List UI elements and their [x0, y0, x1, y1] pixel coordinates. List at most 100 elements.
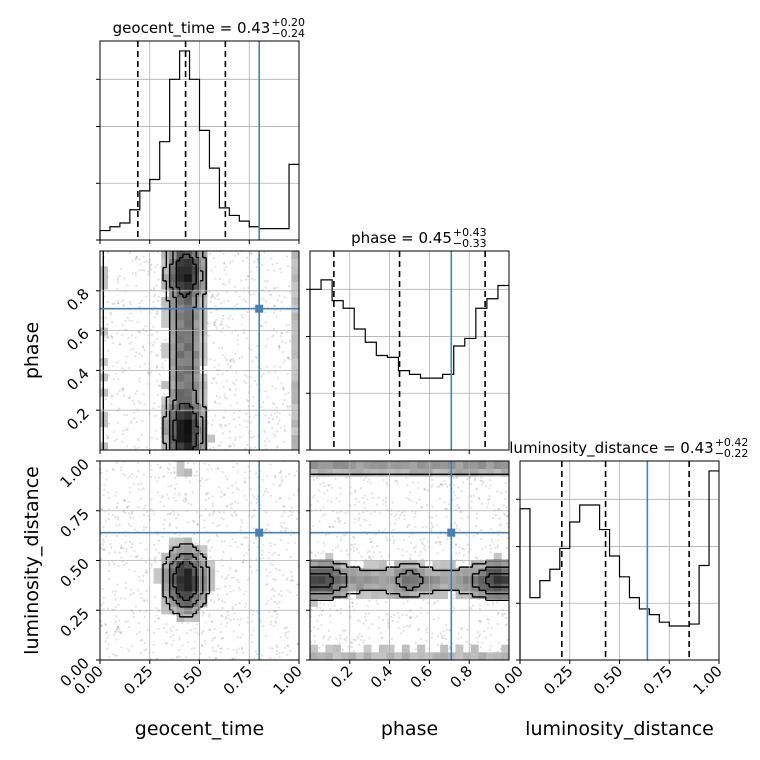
- sample-point: [261, 549, 264, 552]
- sample-point: [264, 280, 267, 283]
- sample-point: [438, 485, 441, 488]
- sample-point: [135, 555, 138, 559]
- sample-point: [275, 602, 279, 605]
- sample-point: [221, 600, 224, 603]
- sample-point: [375, 600, 378, 603]
- sample-point: [291, 575, 294, 578]
- sample-point: [379, 632, 383, 635]
- sample-point: [271, 263, 274, 266]
- sample-point: [193, 474, 196, 477]
- density-cell: [176, 404, 185, 413]
- density-cell: [168, 373, 177, 382]
- sample-point: [225, 273, 228, 276]
- sample-point: [153, 402, 156, 405]
- sample-point: [175, 517, 178, 520]
- sample-point: [105, 636, 109, 640]
- sample-point: [362, 518, 366, 521]
- x-tick-label: 1.00: [689, 662, 725, 698]
- sample-point: [245, 536, 249, 539]
- sample-point: [351, 544, 354, 547]
- sample-point: [369, 558, 372, 561]
- sample-point: [423, 547, 426, 550]
- sample-point: [356, 603, 359, 606]
- sample-point: [136, 554, 139, 557]
- sample-point: [172, 496, 175, 500]
- sample-point: [421, 526, 424, 529]
- sample-point: [273, 269, 276, 272]
- sample-point: [418, 554, 421, 557]
- sample-point: [246, 399, 249, 402]
- sample-point: [220, 346, 223, 349]
- sample-point: [487, 618, 490, 621]
- sample-point: [368, 637, 371, 640]
- sample-point: [279, 366, 282, 369]
- density-cell: [317, 568, 326, 577]
- sample-point: [229, 359, 232, 362]
- sample-point: [323, 484, 326, 488]
- sample-point: [250, 436, 253, 439]
- sample-point: [506, 536, 510, 540]
- sample-point: [250, 633, 253, 636]
- sample-point: [245, 256, 249, 260]
- sample-point: [418, 627, 421, 630]
- sample-point: [121, 440, 124, 443]
- sample-point: [154, 429, 157, 432]
- sample-point: [104, 632, 108, 635]
- sample-point: [223, 424, 226, 427]
- sample-point: [209, 629, 212, 632]
- density-cell: [440, 468, 449, 477]
- density-cell: [161, 598, 170, 607]
- sample-point: [256, 344, 259, 347]
- sample-point: [228, 387, 231, 391]
- sample-point: [444, 623, 447, 626]
- sample-point: [342, 629, 345, 632]
- sample-point: [271, 402, 274, 405]
- sample-point: [124, 620, 127, 623]
- sample-point: [504, 482, 507, 485]
- density-cell: [291, 396, 300, 405]
- sample-point: [107, 518, 110, 521]
- truth-marker: [255, 528, 264, 537]
- density-cell: [463, 591, 472, 600]
- sample-point: [393, 515, 397, 518]
- sample-point: [129, 312, 132, 315]
- sample-point: [486, 617, 489, 621]
- sample-point: [131, 510, 134, 513]
- sample-point: [326, 499, 329, 502]
- sample-point: [124, 582, 127, 585]
- density-cell: [291, 273, 300, 282]
- sample-point: [419, 550, 422, 553]
- sample-point: [173, 493, 176, 496]
- sample-point: [102, 525, 105, 529]
- sample-point: [279, 470, 282, 474]
- sample-point: [213, 323, 216, 326]
- sample-point: [281, 651, 284, 654]
- density-cell: [310, 568, 318, 577]
- density-cell: [401, 591, 410, 600]
- sample-point: [295, 594, 298, 597]
- sample-point: [339, 538, 343, 542]
- density-cell: [161, 568, 170, 577]
- sample-point: [430, 516, 434, 519]
- sample-point: [484, 485, 488, 488]
- sample-point: [414, 641, 417, 645]
- x-axis-label-luminosity_distance: luminosity_distance: [525, 718, 714, 740]
- sample-point: [221, 636, 224, 640]
- sample-point: [274, 387, 277, 390]
- sample-point: [214, 265, 217, 268]
- hist-frame-phase: [309, 250, 510, 451]
- sample-point: [168, 463, 171, 466]
- sample-point: [125, 586, 128, 590]
- sample-point: [152, 325, 155, 328]
- sample-point: [269, 293, 272, 296]
- sample-point: [221, 564, 224, 567]
- density-cell: [348, 468, 357, 477]
- sample-point: [320, 552, 323, 555]
- sample-point: [289, 555, 292, 558]
- panels-layer: [96, 40, 720, 664]
- sample-point: [183, 497, 186, 501]
- sample-point: [290, 506, 293, 509]
- sample-point: [277, 593, 280, 596]
- sample-point: [240, 648, 244, 651]
- contour-level: [172, 253, 201, 450]
